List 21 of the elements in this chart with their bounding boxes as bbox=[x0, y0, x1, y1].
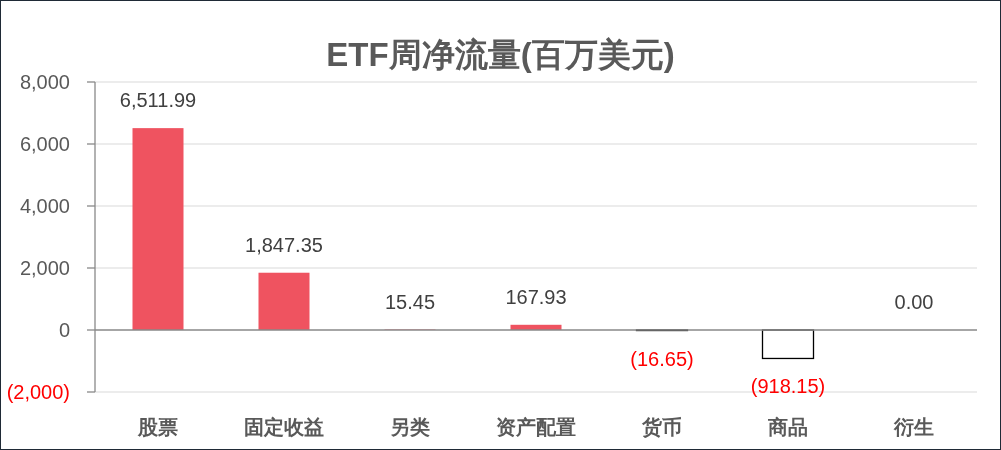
chart-title: ETF周净流量(百万美元) bbox=[326, 36, 675, 73]
data-label: 6,511.99 bbox=[119, 89, 197, 112]
x-tick-label: 商品 bbox=[767, 416, 808, 438]
data-label: 0.00 bbox=[894, 291, 934, 313]
y-tick-label: 0 bbox=[58, 319, 70, 341]
data-label: (918.15) bbox=[750, 375, 826, 398]
y-tick-label: 6,000 bbox=[19, 133, 70, 155]
y-tick-label: 4,000 bbox=[19, 195, 70, 217]
y-tick-label: 2,000 bbox=[19, 257, 70, 279]
x-tick-label: 固定收益 bbox=[244, 416, 324, 438]
y-tick-label: (2,000) bbox=[6, 381, 70, 403]
data-label: 167.93 bbox=[505, 285, 567, 308]
data-label: 1,847.35 bbox=[245, 233, 323, 256]
x-tick-label: 衍生 bbox=[893, 416, 934, 438]
y-tick-label: 8,000 bbox=[19, 71, 70, 93]
data-label: 15.45 bbox=[384, 290, 436, 313]
data-label: (16.65) bbox=[630, 347, 694, 370]
x-tick-label: 股票 bbox=[137, 416, 178, 438]
x-tick-label: 货币 bbox=[641, 416, 682, 438]
x-tick-label: 另类 bbox=[390, 416, 430, 438]
x-tick-label: 资产配置 bbox=[496, 416, 576, 438]
